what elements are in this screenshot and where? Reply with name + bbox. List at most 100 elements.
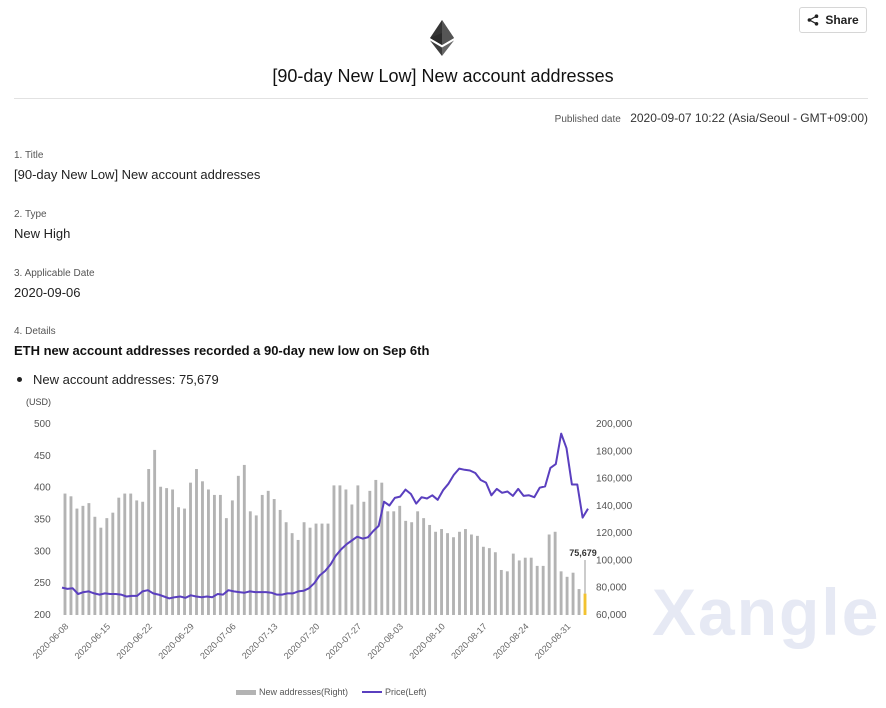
bar — [410, 522, 414, 615]
details-bullet: New account addresses: 75,679 — [14, 372, 219, 387]
bar — [565, 576, 569, 615]
published-date-label: Published date — [554, 114, 621, 125]
title-section-label: 1. Title — [14, 150, 44, 161]
x-axis-tick-label: 2020-06-15 — [73, 621, 113, 661]
xangle-watermark: Xangle — [652, 575, 881, 649]
bar — [224, 518, 228, 615]
type-section-value: New High — [14, 226, 71, 241]
bar — [314, 523, 318, 615]
right-axis-tick-label: 160,000 — [596, 474, 633, 485]
x-axis-tick-label: 2020-08-10 — [407, 621, 447, 661]
bar-highlight — [583, 593, 587, 615]
type-section-label: 2. Type — [14, 209, 47, 220]
legend-new-addresses: New addresses(Right) — [259, 687, 349, 697]
bar — [493, 552, 497, 615]
bar — [135, 500, 139, 615]
bar — [117, 497, 121, 615]
bar — [470, 534, 473, 615]
ethereum-logo-icon — [430, 20, 454, 56]
bar — [183, 508, 186, 615]
bar — [464, 529, 467, 615]
left-axis-tick-label: 450 — [34, 451, 51, 462]
bar — [195, 469, 198, 615]
last-value-label: 75,679 — [569, 548, 597, 558]
bar — [350, 504, 354, 615]
x-axis-tick-label: 2020-08-24 — [491, 621, 531, 661]
left-axis-tick-label: 300 — [34, 546, 51, 557]
bar — [123, 493, 127, 615]
bar — [523, 557, 527, 615]
bar — [571, 572, 575, 615]
bar — [129, 493, 133, 615]
bar — [374, 479, 378, 615]
bar — [344, 489, 348, 615]
bar — [499, 569, 503, 615]
left-axis-tick-label: 400 — [34, 483, 51, 494]
bar — [517, 560, 521, 615]
published-date-value: 2020-09-07 10:22 (Asia/Seoul - GMT+09:00… — [630, 111, 868, 125]
bar — [284, 522, 288, 615]
details-heading: ETH new account addresses recorded a 90-… — [14, 343, 430, 358]
bar — [207, 489, 210, 615]
x-axis-tick-label: 2020-06-22 — [114, 621, 154, 661]
bar — [111, 512, 115, 615]
bar — [535, 565, 539, 615]
bar — [75, 508, 79, 615]
details-section-label: 4. Details — [14, 326, 56, 337]
bar — [404, 520, 408, 615]
bar — [230, 500, 234, 615]
bar — [428, 524, 432, 615]
date-section-label: 3. Applicable Date — [14, 268, 95, 279]
bar — [332, 485, 336, 615]
chart-legend: New addresses(Right) Price(Left) — [236, 687, 427, 697]
left-axis-tick-label: 500 — [34, 419, 51, 430]
x-axis-tick-label: 2020-07-20 — [282, 621, 322, 661]
bar — [368, 490, 372, 615]
bar — [559, 571, 563, 615]
x-axis-tick-label: 2020-06-08 — [31, 621, 71, 661]
bar — [189, 482, 192, 615]
bar — [452, 537, 455, 615]
bar — [487, 548, 491, 615]
bar — [416, 511, 420, 615]
bar — [434, 531, 438, 615]
right-axis-tick-label: 100,000 — [596, 555, 633, 566]
date-section-value: 2020-09-06 — [14, 285, 81, 300]
bar — [165, 488, 169, 615]
x-axis-tick-label: 2020-08-03 — [366, 621, 406, 661]
bar — [254, 515, 258, 615]
details-bullet-text: New account addresses: 75,679 — [33, 372, 219, 387]
right-axis-tick-label: 200,000 — [596, 419, 633, 430]
bar — [392, 511, 396, 615]
bar — [153, 449, 157, 615]
share-label: Share — [825, 13, 859, 27]
bar — [266, 490, 270, 615]
bar — [81, 505, 85, 615]
bar — [141, 501, 145, 615]
bar — [236, 475, 240, 615]
bar — [475, 535, 479, 615]
legend-line-swatch — [362, 691, 383, 693]
price-line — [61, 432, 589, 600]
bar — [446, 533, 449, 615]
bar — [248, 511, 252, 615]
right-axis-tick-label: 180,000 — [596, 446, 633, 457]
bar — [577, 589, 581, 615]
bar — [398, 505, 402, 615]
header-divider — [14, 98, 868, 99]
bar — [511, 553, 515, 615]
bar — [386, 511, 390, 615]
bar — [553, 531, 557, 615]
left-axis-tick-label: 350 — [34, 515, 51, 526]
share-button[interactable]: Share — [799, 7, 867, 33]
x-axis-tick-label: 2020-07-27 — [324, 621, 364, 661]
bar — [272, 499, 276, 615]
bar — [93, 516, 97, 615]
bullet-dot — [17, 377, 22, 382]
bar — [308, 527, 312, 615]
bar — [278, 509, 282, 615]
chart: 200 250 300 350 400 450 500 60,000 80,000 100,000… — [31, 419, 633, 661]
bar — [171, 489, 175, 615]
x-axis-tick-label: 2020-06-29 — [156, 621, 196, 661]
x-axis-tick-label: 2020-08-31 — [533, 621, 573, 661]
